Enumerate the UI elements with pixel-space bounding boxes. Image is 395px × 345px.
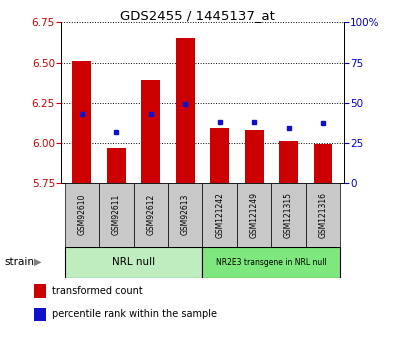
Bar [72,61,91,183]
Text: GSM121242: GSM121242 [215,192,224,238]
Bar [314,144,333,183]
Text: GSM92613: GSM92613 [181,194,190,235]
Text: NR2E3 transgene in NRL null: NR2E3 transgene in NRL null [216,258,327,267]
Text: ▶: ▶ [34,257,41,267]
Bar [134,183,168,247]
Bar [141,80,160,183]
Text: NRL null: NRL null [112,257,155,267]
Text: strain: strain [4,257,34,267]
Bar [279,141,298,183]
Bar [176,38,195,183]
Bar [168,183,202,247]
Text: GSM121315: GSM121315 [284,192,293,238]
Bar [65,247,202,278]
Bar [210,128,229,183]
Text: GSM92611: GSM92611 [112,194,121,235]
Bar [34,285,47,298]
Bar [34,308,47,321]
Bar [306,183,340,247]
Text: GSM121316: GSM121316 [318,192,327,238]
Bar [237,183,271,247]
Text: GDS2455 / 1445137_at: GDS2455 / 1445137_at [120,9,275,22]
Bar [99,183,134,247]
Text: percentile rank within the sample: percentile rank within the sample [52,309,217,319]
Bar [107,148,126,183]
Bar [202,247,340,278]
Bar [65,183,99,247]
Text: GSM92612: GSM92612 [146,194,155,235]
Bar [271,183,306,247]
Bar [202,183,237,247]
Bar [245,130,263,183]
Text: GSM121249: GSM121249 [250,192,259,238]
Text: transformed count: transformed count [52,286,143,296]
Text: GSM92610: GSM92610 [77,194,87,235]
